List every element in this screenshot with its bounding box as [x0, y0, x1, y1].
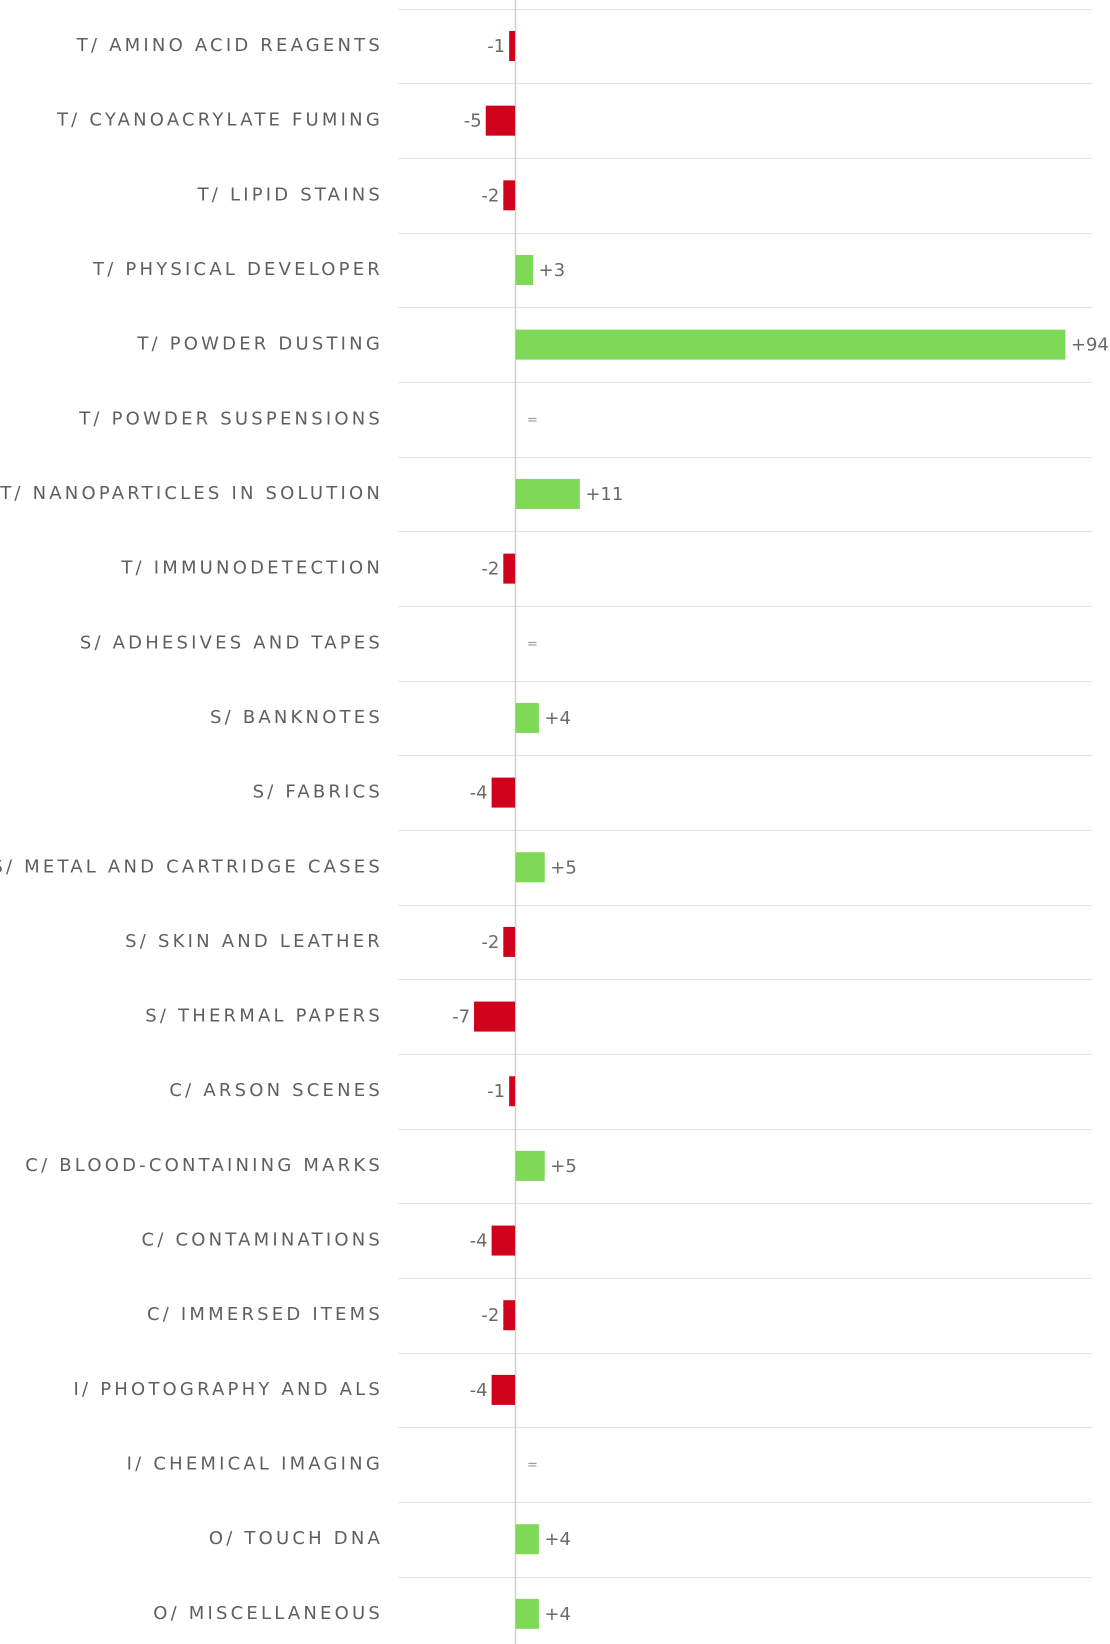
category-label: O/ MISCELLANEOUS — [153, 1603, 383, 1624]
category-label: T/ IMMUNODETECTION — [120, 558, 383, 579]
data-label: = — [527, 1458, 538, 1473]
bar — [485, 105, 515, 136]
bar — [515, 478, 580, 509]
category-label: C/ IMMERSED ITEMS — [147, 1304, 383, 1325]
category-label: T/ PHYSICAL DEVELOPER — [92, 259, 383, 280]
data-label: -4 — [470, 783, 488, 804]
data-label: -5 — [464, 111, 482, 132]
bar — [503, 926, 515, 957]
data-label: -2 — [481, 185, 499, 206]
bar — [503, 553, 515, 584]
bar — [491, 777, 515, 808]
category-label: T/ NANOPARTICLES IN SOLUTION — [0, 483, 383, 504]
category-label: S/ SKIN AND LEATHER — [125, 931, 383, 952]
data-label: = — [527, 637, 538, 652]
bar — [509, 31, 515, 61]
category-label: T/ LIPID STAINS — [197, 184, 383, 205]
data-label: -1 — [487, 36, 505, 57]
bar — [515, 254, 534, 285]
data-label: -1 — [487, 1081, 505, 1102]
data-label: +3 — [539, 260, 566, 281]
category-label: S/ ADHESIVES AND TAPES — [80, 632, 383, 653]
bar — [515, 852, 545, 883]
gridlines — [398, 8, 1092, 1579]
bar — [515, 1524, 539, 1555]
category-label: C/ CONTAMINATIONS — [142, 1230, 383, 1251]
data-label: +5 — [550, 857, 577, 878]
category-labels: T/ AMINO ACID REAGENTS T/ CYANOACRYLATE F… — [0, 35, 384, 1624]
data-label: -4 — [470, 1380, 488, 1401]
bar — [509, 1076, 515, 1107]
category-label: S/ THERMAL PAPERS — [145, 1006, 383, 1027]
category-label: C/ BLOOD-CONTAINING MARKS — [25, 1155, 383, 1176]
category-label: I/ PHOTOGRAPHY AND ALS — [74, 1379, 384, 1400]
data-label: -2 — [481, 559, 499, 580]
category-label: S/ METAL AND CARTRIDGE CASES — [0, 856, 383, 877]
bar — [515, 1150, 545, 1181]
bar — [503, 180, 515, 211]
data-label: -4 — [470, 1231, 488, 1252]
category-label: T/ CYANOACRYLATE FUMING — [56, 110, 383, 131]
bar — [515, 329, 1066, 360]
data-label: +4 — [544, 1604, 571, 1625]
bar — [491, 1225, 515, 1256]
data-label: +4 — [544, 1529, 571, 1550]
category-label: T/ POWDER SUSPENSIONS — [78, 408, 383, 429]
category-label: T/ AMINO ACID REAGENTS — [76, 35, 383, 56]
data-label: -7 — [452, 1007, 470, 1028]
bar — [515, 702, 539, 733]
bar — [503, 1300, 515, 1331]
category-label: O/ TOUCH DNA — [209, 1528, 383, 1549]
data-label: +11 — [585, 484, 623, 505]
bar — [474, 1001, 515, 1032]
data-label: -2 — [481, 1305, 499, 1326]
data-label: = — [527, 413, 538, 428]
value-labels: -1 -5 -2 +3 +94 = +11 -2 = +4 -4 +5 -2 -7 -1 +5 -4 -2 -4 = +… — [452, 36, 1109, 1625]
category-label: T/ POWDER DUSTING — [136, 334, 383, 355]
category-label: S/ BANKNOTES — [210, 707, 383, 728]
category-label: S/ FABRICS — [253, 782, 383, 803]
data-label: -2 — [481, 932, 499, 953]
data-label: +4 — [544, 708, 571, 729]
data-label: +5 — [550, 1156, 577, 1177]
category-label: C/ ARSON SCENES — [169, 1080, 383, 1101]
category-label: I/ CHEMICAL IMAGING — [127, 1454, 383, 1475]
bars — [474, 31, 1066, 1629]
data-label: +94 — [1071, 335, 1109, 356]
bar — [515, 1598, 539, 1629]
bar — [491, 1374, 515, 1405]
